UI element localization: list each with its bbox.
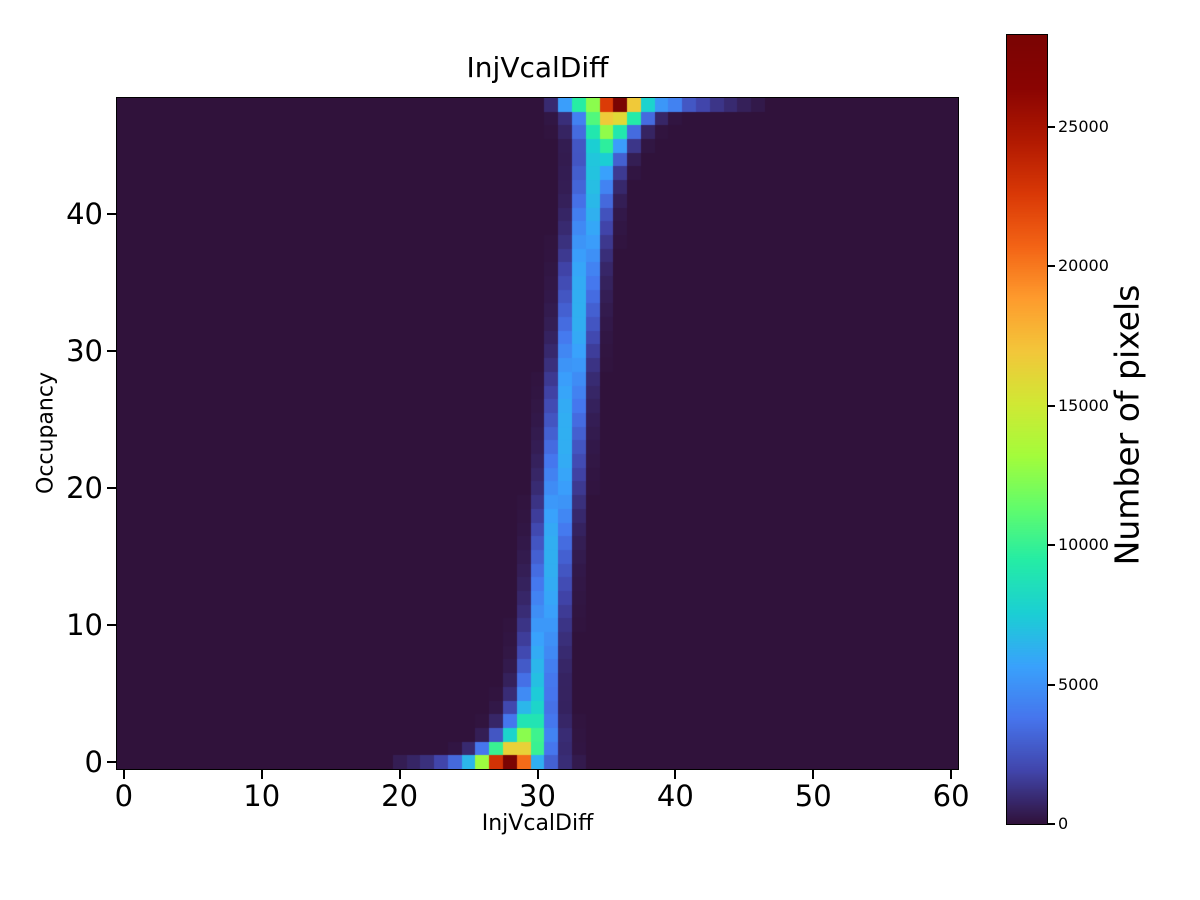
x-tick-mark — [398, 770, 401, 779]
x-tick-label: 60 — [932, 779, 970, 813]
colorbar-tick-label: 10000 — [1058, 535, 1109, 555]
x-tick-mark — [260, 770, 263, 779]
colorbar-tick-label: 20000 — [1058, 256, 1109, 276]
colorbar-tick-mark — [1048, 544, 1055, 547]
colorbar-tick-label: 25000 — [1058, 117, 1109, 136]
x-tick-label: 10 — [243, 779, 281, 813]
colorbar-gradient — [1007, 35, 1047, 824]
x-tick-label: 50 — [794, 779, 832, 813]
y-tick-label: 40 — [66, 197, 103, 232]
x-tick-label: 40 — [656, 779, 694, 813]
colorbar-tick-mark — [1048, 823, 1055, 825]
x-tick-mark — [536, 770, 539, 779]
colorbar-tick-label: 5000 — [1058, 674, 1099, 694]
y-tick-mark — [107, 624, 116, 627]
heatmap-image — [117, 98, 958, 769]
colorbar — [1006, 34, 1048, 825]
y-tick-mark — [107, 213, 116, 216]
y-tick-label: 10 — [66, 608, 103, 643]
y-tick-label: 20 — [66, 471, 103, 506]
x-tick-mark — [122, 770, 125, 779]
colorbar-tick-mark — [1048, 126, 1055, 128]
colorbar-tick-mark — [1048, 683, 1055, 686]
y-tick-mark — [107, 487, 116, 490]
y-tick-mark — [107, 350, 116, 353]
colorbar-tick-label: 0 — [1058, 814, 1069, 833]
colorbar-tick-mark — [1048, 404, 1055, 407]
colorbar-tick-mark — [1048, 265, 1055, 268]
y-tick-label: 30 — [66, 334, 103, 369]
colorbar-tick-label: 15000 — [1058, 395, 1109, 415]
chart-title: InjVcalDiff — [466, 51, 609, 84]
y-tick-label: 0 — [84, 745, 103, 780]
plot-area — [116, 97, 959, 770]
x-tick-label: 0 — [114, 779, 134, 813]
x-tick-mark — [812, 770, 815, 779]
x-axis-label: InjVcalDiff — [481, 811, 594, 836]
x-tick-label: 30 — [519, 779, 556, 813]
y-tick-mark — [107, 761, 116, 764]
x-tick-mark — [674, 770, 677, 779]
x-tick-mark — [950, 770, 953, 779]
colorbar-label: Number of pixels — [1107, 284, 1147, 566]
x-tick-label: 20 — [381, 779, 419, 813]
y-axis-label: Occupancy — [33, 372, 59, 494]
